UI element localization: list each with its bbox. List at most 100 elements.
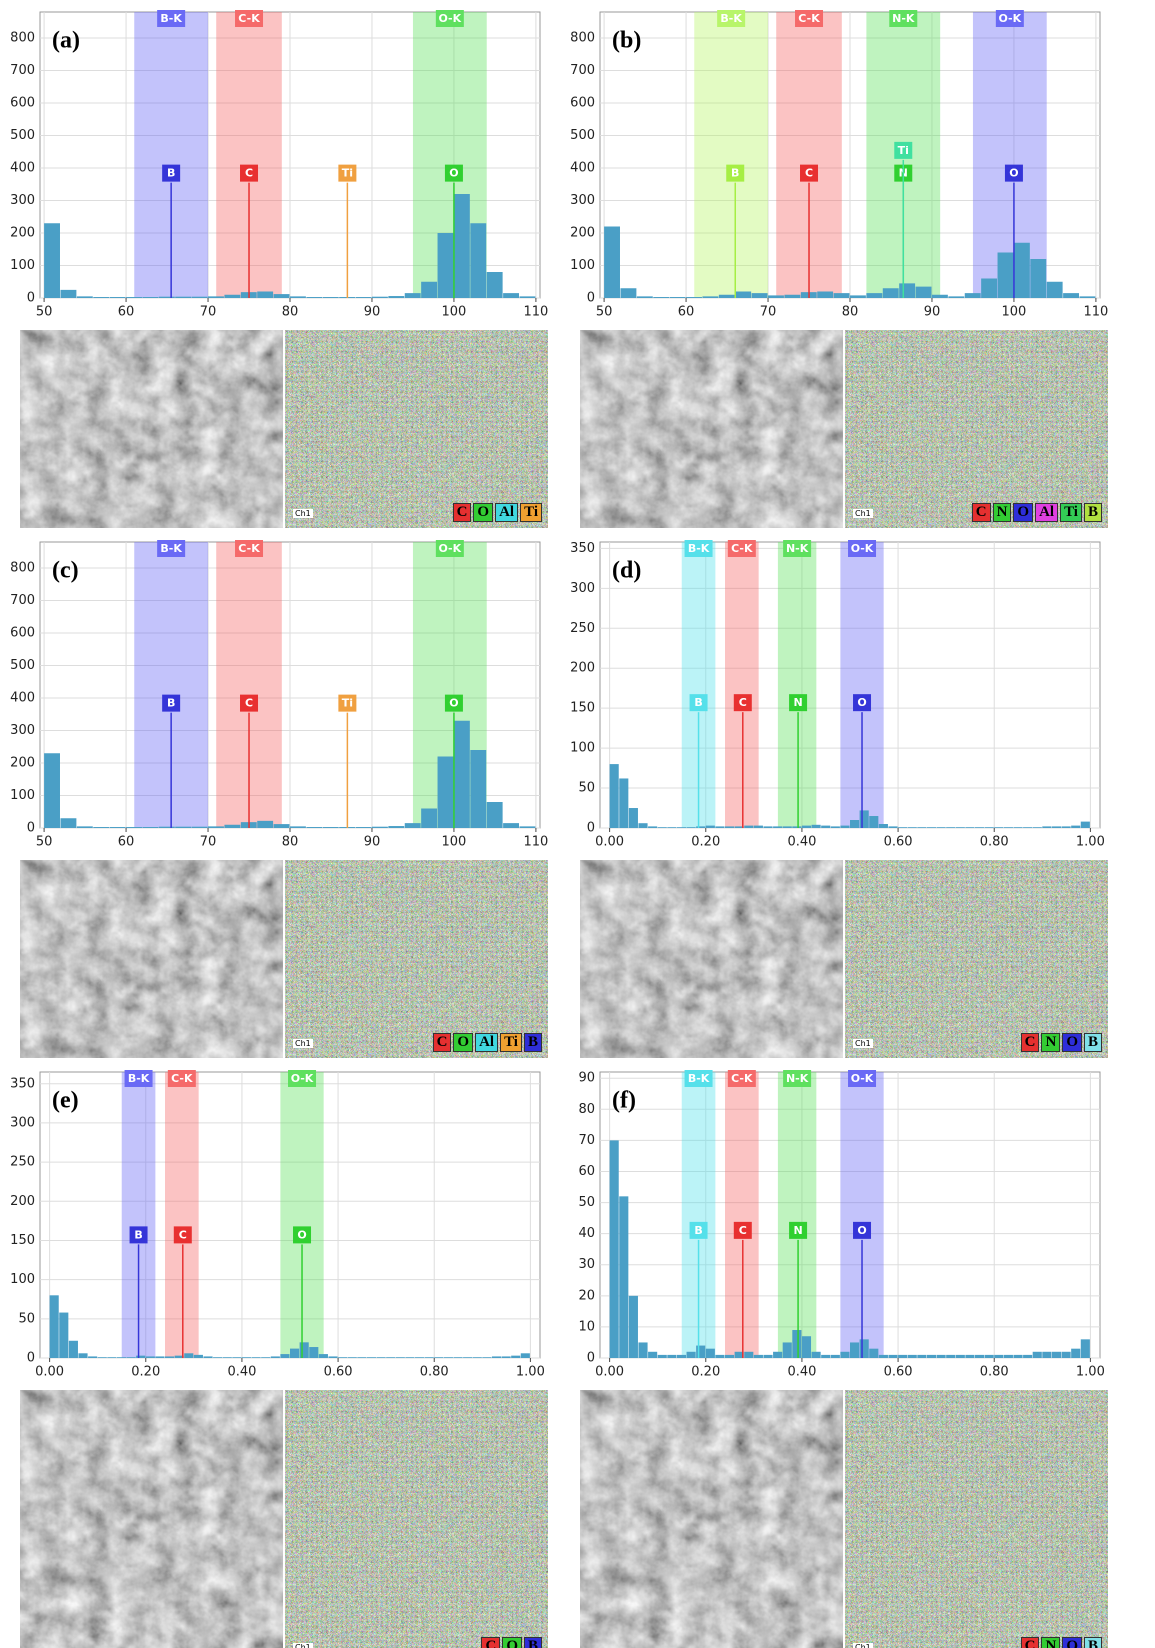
band-label-box xyxy=(717,10,746,27)
bar xyxy=(520,1353,530,1358)
marker-label-box xyxy=(338,694,357,712)
y-tick-label: 100 xyxy=(10,258,35,273)
marker-label: O xyxy=(857,1224,866,1237)
spectrum-chart: 0 100 200 300 400 500 600 700 800 50 60 70 80 90 100 11… xyxy=(10,540,548,850)
y-tick-label: 600 xyxy=(10,626,35,641)
bar xyxy=(907,827,917,828)
bar xyxy=(882,288,899,298)
map-legend-entry: O xyxy=(502,1637,522,1648)
bar xyxy=(817,291,834,298)
bar xyxy=(107,1357,117,1358)
y-tick-label: 60 xyxy=(578,1164,595,1179)
bar xyxy=(888,1354,898,1358)
y-tick-label: 90 xyxy=(578,1071,595,1086)
bar xyxy=(44,223,60,298)
bar xyxy=(519,296,536,298)
bar xyxy=(888,826,898,828)
bar xyxy=(773,826,783,828)
bar xyxy=(126,827,142,828)
x-tick-label: 90 xyxy=(364,305,381,320)
x-tick-label: 1.00 xyxy=(1076,1365,1105,1380)
bar xyxy=(126,297,142,298)
bar xyxy=(636,296,653,298)
bar xyxy=(619,778,629,828)
bar xyxy=(175,826,192,828)
band-label: O-K xyxy=(291,1072,314,1085)
x-tick-label: 60 xyxy=(118,305,135,320)
marker-label-box xyxy=(162,694,181,712)
y-tick-label: 250 xyxy=(570,621,595,636)
bar xyxy=(437,756,454,828)
bar xyxy=(1032,827,1042,828)
bar xyxy=(1042,1351,1052,1358)
marker-label-box xyxy=(338,164,357,182)
marker-label: C xyxy=(245,697,253,710)
map-tag: Ch1 xyxy=(853,509,873,518)
marker-label-box xyxy=(240,694,259,712)
x-tick-label: 0.80 xyxy=(420,1365,449,1380)
map-legend-entry: Al xyxy=(1035,503,1059,522)
bar xyxy=(840,1351,850,1358)
marker-label-box xyxy=(129,1226,148,1244)
y-tick-label: 10 xyxy=(578,1319,595,1334)
bar xyxy=(306,297,323,298)
y-tick-label: 0 xyxy=(27,821,35,836)
y-tick-label: 0 xyxy=(27,1351,35,1366)
bar xyxy=(1063,293,1080,298)
bar xyxy=(917,827,927,828)
bar xyxy=(224,294,241,298)
element-band xyxy=(725,1072,759,1358)
y-tick-label: 300 xyxy=(10,193,35,208)
bar xyxy=(59,1312,69,1358)
element-band xyxy=(777,542,817,828)
map-legend-entry: N xyxy=(1041,1637,1061,1648)
bar xyxy=(948,296,965,298)
bar xyxy=(470,223,487,298)
bar xyxy=(165,1356,175,1358)
x-tick-label: 0.40 xyxy=(227,1365,256,1380)
bar xyxy=(503,823,520,828)
marker-label: O xyxy=(857,696,866,709)
bar xyxy=(193,1354,203,1358)
y-tick-label: 0 xyxy=(587,821,595,836)
bar xyxy=(1080,1339,1090,1358)
marker-label: Ti xyxy=(898,144,909,157)
bar xyxy=(744,1351,754,1358)
bar xyxy=(224,824,241,828)
bar xyxy=(899,283,916,298)
bar xyxy=(850,1342,860,1358)
band-label-box xyxy=(783,540,812,557)
band-label: B-K xyxy=(688,1072,710,1085)
bar xyxy=(273,294,290,298)
bar xyxy=(355,827,372,828)
marker-label: C xyxy=(739,696,747,709)
marker-label-box xyxy=(789,1221,808,1239)
y-tick-label: 350 xyxy=(570,541,595,556)
y-tick-label: 200 xyxy=(10,756,35,771)
band-label: C-K xyxy=(238,12,260,25)
bar xyxy=(763,826,773,828)
x-tick-label: 90 xyxy=(364,835,381,850)
band-label-box xyxy=(848,1070,877,1087)
marker-label: O xyxy=(449,697,458,710)
bar xyxy=(753,825,763,828)
map-texture xyxy=(845,330,1108,528)
bar xyxy=(936,827,946,828)
bar xyxy=(386,1357,396,1358)
bar xyxy=(898,827,908,828)
bar xyxy=(76,826,93,828)
map-legend-entry: C xyxy=(971,503,991,522)
x-tick-label: 0.80 xyxy=(980,1365,1009,1380)
spectrum-chart: 0 100 200 300 400 500 600 700 800 50 60 70 80 90 100 11… xyxy=(10,10,548,320)
marker-label-box xyxy=(444,164,463,182)
bar xyxy=(753,1354,763,1358)
sem-texture xyxy=(580,860,843,1058)
band-label: O-K xyxy=(851,542,874,555)
bar xyxy=(1023,827,1033,828)
y-tick-label: 300 xyxy=(10,1115,35,1130)
band-label: B-K xyxy=(160,12,182,25)
bar xyxy=(257,820,274,828)
bar xyxy=(222,1357,232,1358)
eds-map: Ch1 C O Al Ti xyxy=(285,330,548,528)
bar xyxy=(213,1357,223,1358)
